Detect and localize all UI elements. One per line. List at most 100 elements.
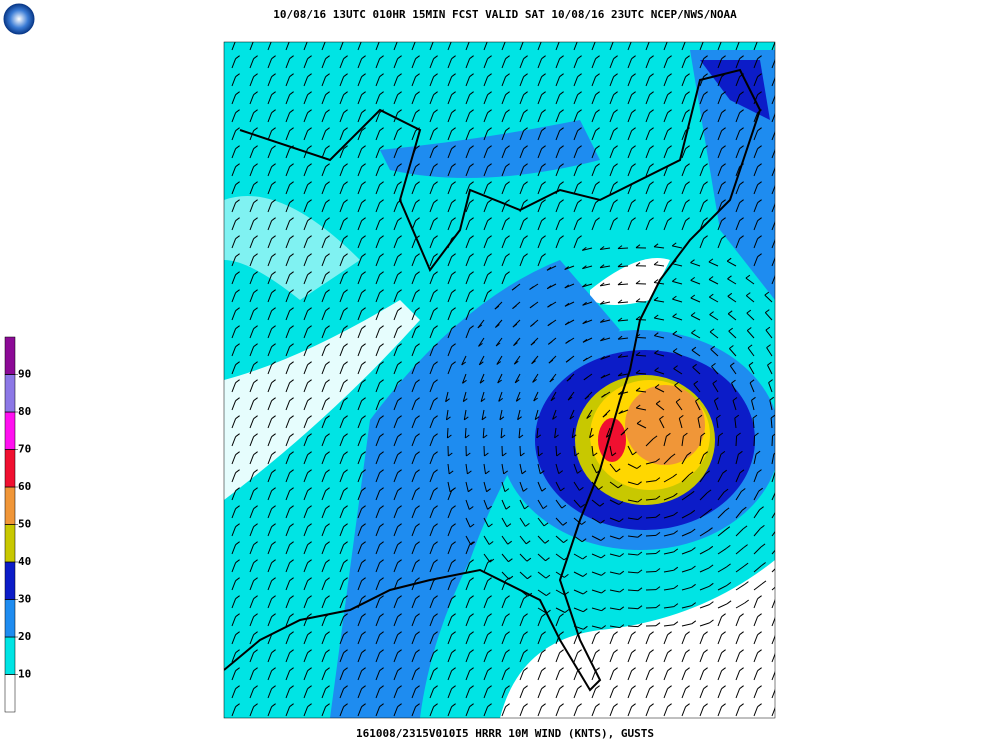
wind-barb	[465, 428, 466, 438]
wind-barb-flag	[632, 38, 636, 41]
wind-barb-flag	[470, 38, 474, 41]
wind-barb-flag	[778, 525, 782, 528]
legend-swatch	[5, 450, 15, 488]
wind-barb-flag	[776, 38, 780, 41]
wind-barb-flag	[236, 38, 240, 41]
legend-swatch	[5, 525, 15, 563]
wind-barb-flag	[344, 38, 348, 41]
wind-barb-flag	[704, 38, 708, 41]
legend-swatch	[5, 375, 15, 413]
wind-barb-flag	[686, 38, 690, 41]
wind-barb-flag	[740, 38, 744, 41]
wind-barb-flag	[776, 668, 780, 671]
header-title: 10/08/16 13UTC 010HR 15MIN FCST VALID SA…	[273, 8, 737, 21]
wind-barb-flag	[290, 38, 294, 41]
legend-tick-label: 40	[18, 555, 31, 568]
wind-barb-flag	[434, 38, 438, 41]
wind-barb-flag	[776, 686, 780, 689]
wind-barb-flag	[524, 38, 528, 41]
wind-barb-flag	[758, 38, 762, 41]
wind-barb-flag	[775, 470, 779, 473]
legend-tick-label: 90	[18, 368, 31, 381]
wind-barb-flag	[362, 38, 366, 41]
legend-swatch	[5, 487, 15, 525]
wind-barb-flag	[776, 614, 780, 617]
wind-barb-flag	[416, 38, 420, 41]
wind-barb	[646, 572, 656, 573]
legend-swatch	[5, 562, 15, 600]
footer-text: 161008/2315V010I5 HRRR 10M WIND (KNTS), …	[356, 727, 654, 740]
wind-barb-flag	[776, 236, 780, 239]
map	[224, 38, 784, 718]
wind-barb-flag	[776, 650, 780, 653]
wind-barb-flag	[542, 38, 546, 41]
wind-barb-flag	[776, 218, 780, 221]
wind-barb-flag	[776, 272, 780, 275]
wind-barb-flag	[779, 543, 783, 546]
wind-barb-flag	[308, 38, 312, 41]
wind-barb	[556, 446, 557, 456]
wind-barb-flag	[776, 164, 780, 167]
wind-barb	[636, 337, 646, 338]
legend: 10 20 30 40 50 60 70 80 90	[5, 337, 31, 712]
wind-barb-flag	[452, 38, 456, 41]
wind-barb-flag	[488, 38, 492, 41]
wind-barb-flag	[398, 38, 402, 41]
legend-tick-label: 10	[18, 668, 31, 681]
legend-tick-label: 20	[18, 630, 31, 643]
wind-barb-flag	[776, 110, 780, 113]
wind-barb	[754, 436, 755, 446]
wind-barb	[772, 436, 773, 446]
wind-barb-flag	[776, 200, 780, 203]
legend-tick-label: 60	[18, 480, 31, 493]
noaa-logo	[4, 4, 34, 34]
wind-barb-flag	[777, 506, 781, 509]
wind-barb	[538, 446, 539, 456]
wind-barb-flag	[254, 38, 258, 41]
wind-barb-flag	[776, 92, 780, 95]
legend-tick-label: 80	[18, 405, 31, 418]
legend-tick-label: 50	[18, 518, 31, 531]
wind-barb	[636, 355, 646, 356]
wind-barb-flag	[722, 38, 726, 41]
wind-barb-flag	[776, 74, 780, 77]
wind-barb-flag	[776, 56, 780, 59]
wind-barb-flag	[776, 182, 780, 185]
legend-tick-label: 30	[18, 593, 31, 606]
legend-swatch	[5, 637, 15, 675]
wind-barb-flag	[614, 38, 618, 41]
wind-barb-flag	[776, 254, 780, 257]
wind-barb	[636, 320, 646, 321]
legend-swatch	[5, 412, 15, 450]
wind-barb-flag	[668, 38, 672, 41]
wind-barb-flag	[776, 632, 780, 635]
wind-barb-flag	[650, 38, 654, 41]
wind-barb-flag	[779, 562, 783, 565]
wind-barb-flag	[776, 488, 780, 491]
wind-barb	[447, 428, 448, 438]
wind-barb-flag	[578, 38, 582, 41]
wind-barb-flag	[596, 38, 600, 41]
legend-swatch	[5, 337, 15, 375]
wind-barb-flag	[776, 704, 780, 707]
legend-tick-label: 70	[18, 443, 31, 456]
wind-barb-flag	[776, 596, 780, 599]
wind-barb	[520, 446, 521, 456]
legend-swatch	[5, 600, 15, 638]
wind-barb-flag	[506, 38, 510, 41]
wind-barb-flag	[780, 580, 784, 583]
legend-swatch	[5, 675, 15, 713]
wind-barb	[628, 626, 638, 627]
wind-barb	[736, 436, 737, 446]
wind-barb	[646, 535, 656, 536]
wind-barb-flag	[272, 38, 276, 41]
wind-barb-flag	[776, 128, 780, 131]
wind-barb-flag	[560, 38, 564, 41]
wind-barb-flag	[380, 38, 384, 41]
wind-barb	[646, 554, 656, 555]
wind-barb-flag	[776, 146, 780, 149]
wind-barb	[628, 608, 638, 609]
wind-barb-flag	[326, 38, 330, 41]
